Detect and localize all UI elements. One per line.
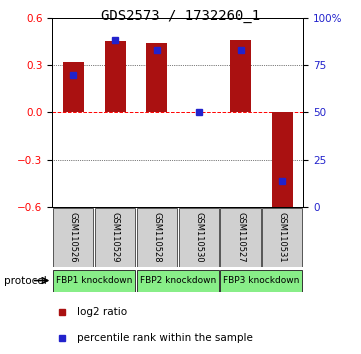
Bar — [272, 113, 293, 210]
Text: GSM110529: GSM110529 — [110, 212, 119, 262]
Text: GSM110530: GSM110530 — [194, 212, 203, 263]
Bar — [147, 43, 168, 113]
Text: percentile rank within the sample: percentile rank within the sample — [77, 333, 253, 343]
Bar — [137, 208, 177, 267]
Bar — [63, 62, 84, 113]
Bar — [221, 269, 303, 292]
Text: protocol: protocol — [4, 275, 46, 286]
Text: FBP3 knockdown: FBP3 knockdown — [223, 276, 300, 285]
Bar — [53, 269, 135, 292]
Bar — [230, 40, 251, 113]
Text: GSM110531: GSM110531 — [278, 212, 287, 263]
Text: log2 ratio: log2 ratio — [77, 307, 127, 317]
Bar — [179, 208, 219, 267]
Text: GDS2573 / 1732260_1: GDS2573 / 1732260_1 — [101, 9, 260, 23]
Text: FBP2 knockdown: FBP2 knockdown — [140, 276, 216, 285]
Bar — [95, 208, 135, 267]
Text: GSM110526: GSM110526 — [69, 212, 78, 263]
Bar — [53, 208, 93, 267]
Text: GSM110527: GSM110527 — [236, 212, 245, 263]
Text: GSM110528: GSM110528 — [152, 212, 161, 263]
Bar — [137, 269, 219, 292]
Text: FBP1 knockdown: FBP1 knockdown — [56, 276, 132, 285]
Bar — [221, 208, 261, 267]
Bar — [105, 41, 126, 113]
Bar — [262, 208, 303, 267]
